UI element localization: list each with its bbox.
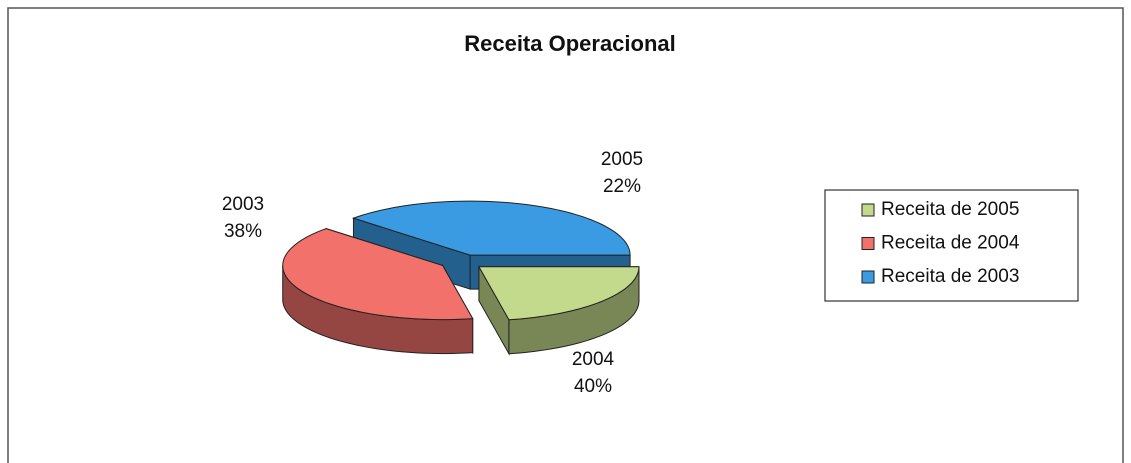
- pie-slice: [478, 264, 640, 356]
- slice-top: [478, 266, 640, 321]
- pie-slice: [282, 227, 474, 355]
- slice-value-label: 22%: [603, 176, 641, 197]
- slice-category-label: 2004: [572, 349, 615, 370]
- legend-swatch: [861, 270, 875, 284]
- slice-top: [282, 228, 474, 321]
- slice-top: [351, 200, 631, 256]
- slice-value-label: 38%: [224, 221, 262, 242]
- legend-swatch: [861, 203, 875, 217]
- legend-label: Receita de 2005: [881, 199, 1019, 220]
- legend-swatch: [861, 237, 875, 250]
- slice-category-label: 2005: [601, 149, 643, 170]
- legend-label: Receita de 2004: [881, 233, 1020, 254]
- slice-value-label: 40%: [574, 376, 612, 397]
- chart-title: Receita Operacional: [464, 31, 676, 56]
- slice-category-label: 2003: [222, 194, 264, 215]
- legend-label: Receita de 2003: [881, 266, 1019, 287]
